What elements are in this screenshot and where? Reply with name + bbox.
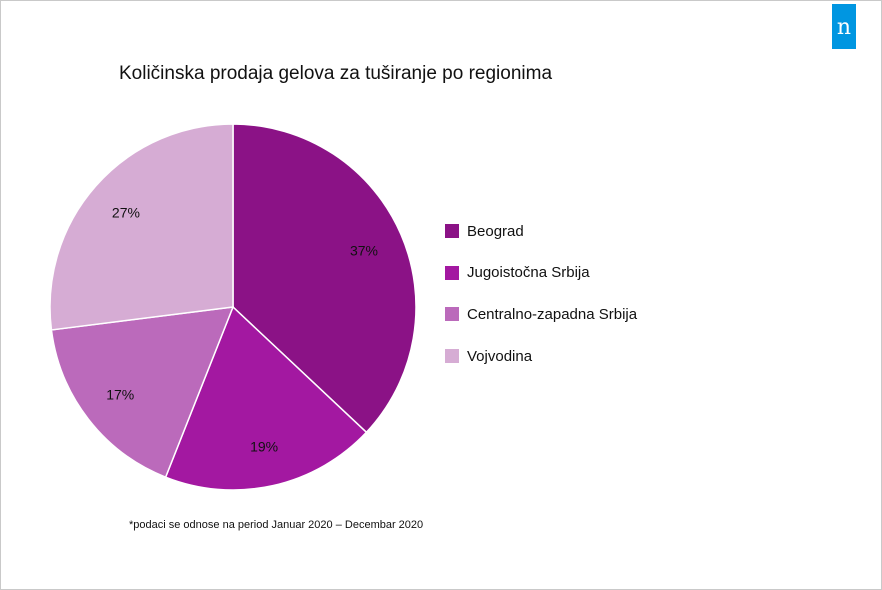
legend-label: Vojvodina xyxy=(467,347,533,365)
pie-slice-jugoisto-na-srbija xyxy=(164,305,368,491)
legend-label: Beograd xyxy=(467,222,524,240)
legend-swatch xyxy=(445,224,459,238)
legend-item-beograd: Beograd xyxy=(445,221,637,241)
logo-letter: n xyxy=(836,14,852,40)
legend-item-centralno-zapadna-srbija: Centralno-zapadna Srbija xyxy=(445,304,637,324)
nielsen-logo: n xyxy=(832,4,856,49)
chart-legend: Beograd Jugoistočna Srbija Centralno-zap… xyxy=(445,221,637,388)
legend-swatch xyxy=(445,265,459,280)
pie-data-label: 27% xyxy=(112,205,140,221)
legend-item-vojvodina: Vojvodina xyxy=(445,346,637,366)
chart-title: Količinska prodaja gelova za tuširanje p… xyxy=(119,63,553,84)
footnote: *podaci se odnose na period Januar 2020 … xyxy=(129,519,424,531)
pie-data-label: 17% xyxy=(106,386,134,402)
pie-data-label: 19% xyxy=(250,438,278,454)
legend-item-jugoistocna-srbija: Jugoistočna Srbija xyxy=(445,263,637,283)
pie-data-label: 37% xyxy=(350,242,378,258)
legend-swatch xyxy=(445,349,459,364)
pie-slice-centralno-zapadna-srbija xyxy=(50,306,235,479)
legend-label: Centralno-zapadna Srbija xyxy=(467,305,638,323)
pie-slice-vojvodina xyxy=(49,123,234,331)
legend-swatch xyxy=(445,307,459,322)
pie-slice-beograd xyxy=(232,123,417,434)
legend-label: Jugoistočna Srbija xyxy=(467,264,590,282)
